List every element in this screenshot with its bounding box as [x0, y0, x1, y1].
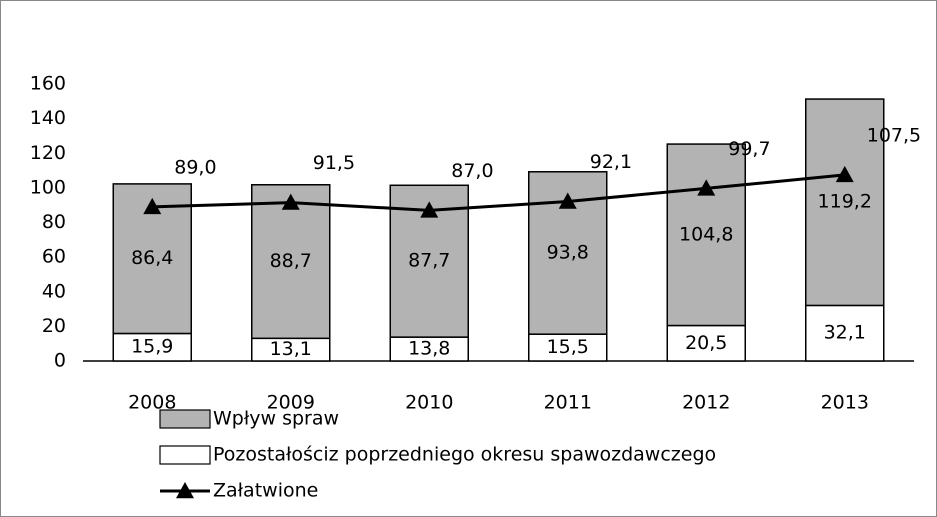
y-tick-label: 160: [30, 73, 66, 95]
data-label: 107,5: [867, 124, 921, 146]
bar-segment: [805, 304, 885, 362]
x-tick-label: 2009: [267, 392, 315, 414]
legend-swatch: [159, 409, 211, 429]
x-tick-label: 2008: [128, 392, 176, 414]
data-label: 99,7: [728, 138, 770, 160]
line-marker: [558, 192, 577, 209]
data-label: 91,5: [313, 152, 355, 174]
data-label: 32,1: [824, 322, 866, 344]
line-marker: [420, 201, 439, 218]
line-marker: [143, 197, 162, 215]
y-tick-label: 0: [54, 350, 66, 372]
data-label: 89,0: [174, 156, 216, 178]
data-label: 13,8: [408, 338, 450, 360]
legend-label: Załatwione: [213, 480, 318, 502]
data-label: 15,5: [547, 336, 589, 358]
data-label: 86,4: [131, 247, 173, 269]
data-label: 92,1: [590, 151, 632, 173]
line: [152, 173, 845, 212]
data-label: 93,8: [547, 241, 589, 263]
data-label: 87,0: [451, 160, 493, 182]
legend-marker: [176, 482, 194, 499]
y-tick-label: 80: [42, 211, 66, 233]
data-label: 119,2: [818, 191, 872, 213]
data-label: 13,1: [270, 338, 312, 360]
y-tick-label: 40: [42, 280, 66, 302]
data-label: 87,7: [408, 250, 450, 272]
bar-segment: [528, 333, 608, 362]
x-tick-label: 2011: [544, 392, 592, 414]
x-tick-label: 2013: [821, 392, 869, 414]
y-tick-label: 140: [30, 107, 66, 129]
legend-label: Pozostałościz poprzedniego okresu spawoz…: [213, 444, 716, 466]
legend-label: Wpływ spraw: [213, 408, 339, 430]
line-marker: [281, 193, 300, 210]
data-label: 104,8: [679, 223, 733, 245]
line-marker: [835, 165, 854, 183]
y-tick-label: 120: [30, 142, 66, 164]
bar-segment: [666, 143, 746, 327]
line-marker: [697, 179, 716, 196]
x-tick-label: 2010: [405, 392, 453, 414]
bar-segment: [251, 184, 331, 340]
legend-swatch: [159, 445, 211, 465]
bar-segment: [805, 98, 885, 307]
y-tick-label: 100: [30, 176, 66, 198]
data-label: 88,7: [270, 250, 312, 272]
data-label: 20,5: [685, 332, 727, 354]
data-label: 15,9: [131, 336, 173, 358]
y-tick-label: 20: [42, 315, 66, 337]
x-tick-label: 2012: [682, 392, 730, 414]
y-tick-label: 60: [42, 246, 66, 268]
